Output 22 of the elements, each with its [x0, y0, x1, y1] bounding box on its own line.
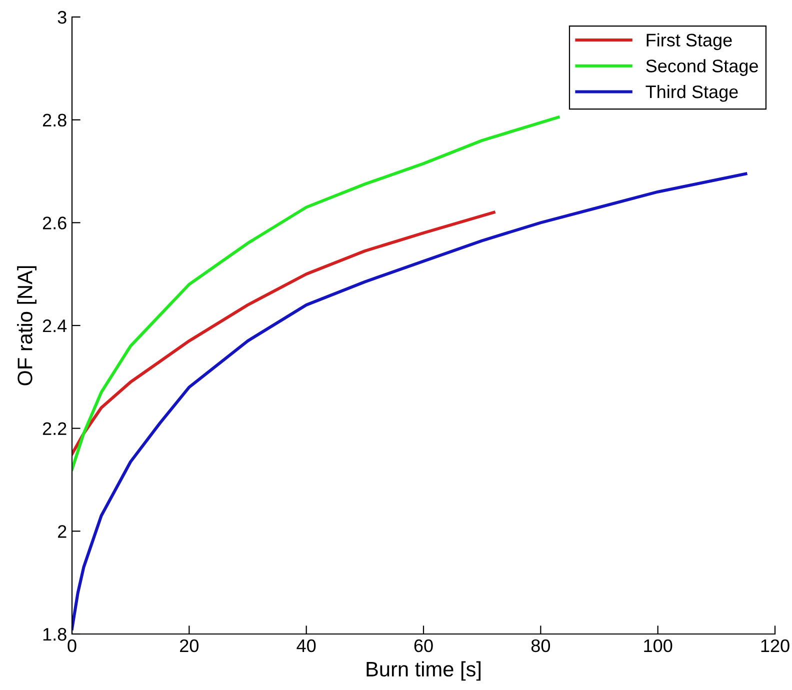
y-tick-label: 2.2 — [42, 422, 66, 435]
line-series — [72, 210, 496, 456]
y-axis-title: OF ratio [NA] — [17, 266, 36, 386]
line-series — [72, 172, 748, 630]
x-tick-label: 80 — [531, 639, 550, 652]
x-tick-label: 0 — [68, 639, 76, 652]
x-tick-label: 20 — [180, 639, 199, 652]
y-tick-label: 2.6 — [42, 216, 66, 230]
x-tick-label: 120 — [761, 639, 790, 652]
legend-label: First Stage — [646, 33, 732, 50]
line-series — [72, 116, 560, 471]
y-tick-label: 2.8 — [42, 114, 66, 127]
x-tick-label: 60 — [414, 639, 433, 652]
legend-label: Third Stage — [646, 84, 738, 102]
y-tick-label: 3 — [58, 10, 66, 24]
x-tick-label: 100 — [644, 639, 672, 652]
legend-label: Second Stage — [646, 59, 758, 76]
x-tick-label: 40 — [296, 639, 316, 652]
x-axis-title: Burn time [s] — [366, 661, 480, 681]
y-tick-label: 2.4 — [42, 319, 67, 332]
y-tick-label: 2 — [58, 525, 66, 538]
y-tick-label: 1.8 — [43, 628, 66, 641]
